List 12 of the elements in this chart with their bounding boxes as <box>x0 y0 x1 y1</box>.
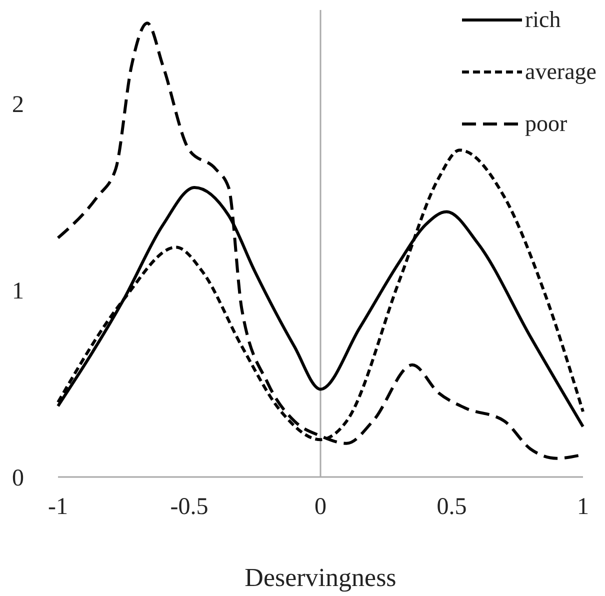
y-tick-label: 1 <box>12 278 24 305</box>
y-tick-label: 0 <box>12 465 24 492</box>
legend-label: average <box>525 58 596 84</box>
x-tick-label: 1 <box>577 494 589 520</box>
legend-label: rich <box>525 6 562 32</box>
x-tick-label: 0 <box>314 494 326 520</box>
x-tick-label: 0.5 <box>436 494 467 520</box>
x-tick-label: -0.5 <box>170 494 208 520</box>
x-tick-label: -1 <box>48 494 68 520</box>
x-axis-title: Deservingness <box>244 563 396 592</box>
legend-label: poor <box>525 110 568 136</box>
y-tick-label: 2 <box>12 92 24 118</box>
